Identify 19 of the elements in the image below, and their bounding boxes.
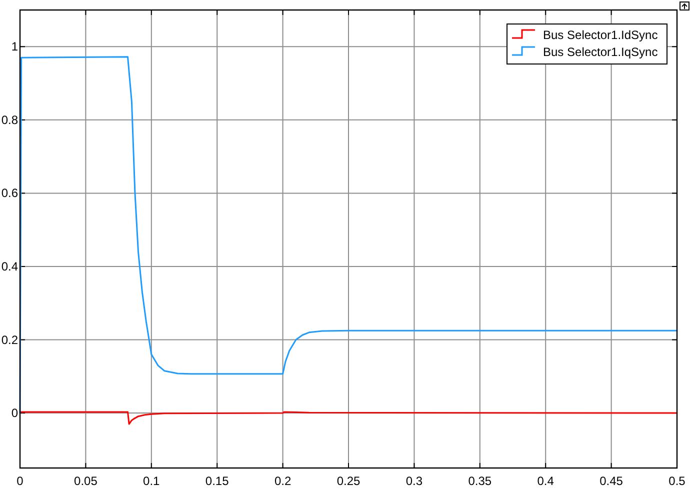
- legend-label: Bus Selector1.IqSync: [543, 45, 658, 59]
- legend-label: Bus Selector1.IdSync: [543, 28, 658, 42]
- y-tick-label: 0.4: [1, 259, 18, 274]
- x-tick-label: 0.05: [74, 474, 98, 488]
- y-tick-label: 0.6: [1, 186, 18, 200]
- x-tick-label: 0.35: [468, 474, 492, 488]
- y-tick-label: 1: [11, 40, 18, 54]
- x-tick-label: 0.15: [205, 474, 230, 488]
- y-tick-label: 0: [11, 406, 18, 420]
- x-tick-label: 0.45: [600, 474, 624, 488]
- y-tick-label: 0.8: [1, 112, 18, 127]
- x-tick-label: 0.5: [668, 474, 686, 488]
- x-tick-label: 0.3: [406, 474, 423, 488]
- y-tick-label: 0.2: [1, 332, 18, 347]
- line-series: [19, 411, 678, 425]
- x-tick-label: 0.4: [537, 474, 554, 488]
- x-tick-label: 0.1: [143, 474, 160, 488]
- x-tick-label: 0.2: [274, 474, 292, 488]
- x-tick-label: 0.25: [336, 474, 360, 488]
